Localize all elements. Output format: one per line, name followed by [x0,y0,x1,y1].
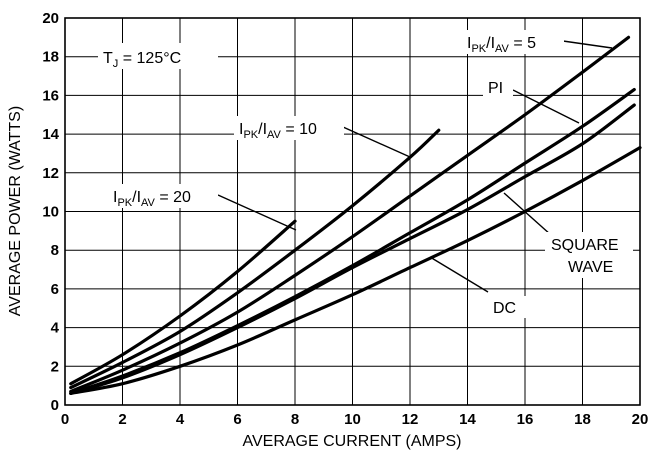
ratio-10-label: IPK/IAV = 10 [239,121,317,141]
series-line-dc [69,146,642,395]
y-tick-label: 10 [42,204,59,221]
y-tick-label: 0 [51,397,59,414]
ratio-5-label: IPK/IAV = 5 [467,35,536,55]
tj-annotation: TJ = 125°C [103,50,181,70]
x-tick-label: 20 [632,411,649,428]
leader-lines [217,40,613,293]
x-tick-label: 6 [233,411,241,428]
x-tick-label: 4 [176,411,185,428]
plot-frame [64,17,641,406]
square-wave-label-line2: WAVE [568,259,613,276]
y-tick-label: 18 [42,49,59,66]
y-axis-title: AVERAGE POWER (WATTS) [7,106,24,316]
x-tick-label: 18 [574,411,591,428]
series-lines [69,35,642,395]
x-tick-label: 0 [61,411,69,428]
x-tick-label: 12 [402,411,419,428]
ratio-20-label: IPK/IAV = 20 [113,189,191,209]
tick-labels: 0 2 4 6 8 10 12 14 16 18 20 0 2 4 6 8 10 12 14 16 18 20 [42,10,648,428]
x-tick-label: 10 [344,411,361,428]
x-tick-label: 14 [459,411,476,428]
y-tick-label: 14 [42,126,59,143]
grid [65,18,640,405]
dc-label: DC [493,300,516,317]
x-tick-label: 8 [291,411,299,428]
square-wave-label-line1: SQUARE [551,237,619,254]
x-tick-label: 16 [517,411,534,428]
x-tick-label: 2 [118,411,126,428]
leader-ratio-5 [562,40,613,49]
series-line-ipk-iav-5 [69,35,631,394]
leader-ratio-20 [217,194,297,231]
y-tick-label: 20 [42,10,59,27]
y-tick-label: 6 [51,281,59,298]
series-line-square-wave [69,103,636,395]
series-line-ipk-iav-20 [69,219,297,386]
x-axis-title: AVERAGE CURRENT (AMPS) [243,433,462,450]
leader-ratio-10 [342,126,411,158]
y-tick-label: 4 [51,320,60,337]
pi-label: PI [488,80,503,97]
y-tick-label: 2 [51,358,59,375]
leader-square-wave [503,192,552,236]
series-line-ipk-iav-10 [69,128,441,390]
leader-dc [429,256,489,293]
leader-pi [512,89,580,124]
y-tick-label: 12 [42,165,59,182]
annotations: TJ = 125°C IPK/IAV = 20 IPK/IAV = 10 IPK… [98,30,633,318]
series-line-pi [69,87,636,395]
y-tick-label: 16 [42,87,59,104]
y-tick-label: 8 [51,242,59,259]
